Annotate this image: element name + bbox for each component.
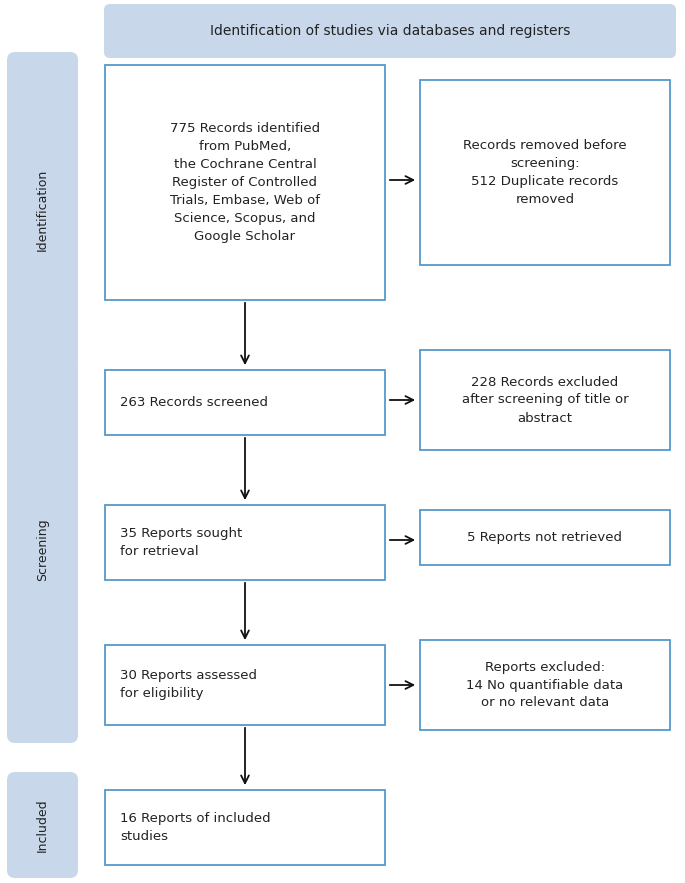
Bar	[105, 370, 385, 435]
FancyBboxPatch shape	[104, 4, 676, 58]
Text: Included: Included	[36, 798, 49, 852]
FancyBboxPatch shape	[7, 357, 78, 743]
Bar	[420, 350, 670, 450]
Bar	[420, 510, 670, 565]
Text: Records removed before
screening:
512 Duplicate records
removed: Records removed before screening: 512 Du…	[463, 139, 627, 206]
Text: Screening: Screening	[36, 518, 49, 581]
Bar	[105, 790, 385, 865]
Bar	[105, 645, 385, 725]
Text: 35 Reports sought
for retrieval: 35 Reports sought for retrieval	[120, 527, 242, 558]
FancyBboxPatch shape	[7, 772, 78, 878]
Text: Reports excluded:
14 No quantifiable data
or no relevant data: Reports excluded: 14 No quantifiable dat…	[466, 660, 623, 710]
Text: 775 Records identified
from PubMed,
the Cochrane Central
Register of Controlled
: 775 Records identified from PubMed, the …	[170, 122, 320, 243]
Text: 228 Records excluded
after screening of title or
abstract: 228 Records excluded after screening of …	[462, 375, 628, 425]
Bar	[105, 505, 385, 580]
FancyBboxPatch shape	[7, 52, 78, 368]
Text: 30 Reports assessed
for eligibility: 30 Reports assessed for eligibility	[120, 669, 257, 700]
Text: Identification: Identification	[36, 169, 49, 251]
Text: 263 Records screened: 263 Records screened	[120, 396, 268, 409]
Text: 16 Reports of included
studies: 16 Reports of included studies	[120, 812, 271, 843]
Text: Identification of studies via databases and registers: Identification of studies via databases …	[210, 24, 570, 38]
Bar	[105, 65, 385, 300]
Bar	[420, 80, 670, 265]
Bar	[420, 640, 670, 730]
Text: 5 Reports not retrieved: 5 Reports not retrieved	[467, 531, 623, 544]
